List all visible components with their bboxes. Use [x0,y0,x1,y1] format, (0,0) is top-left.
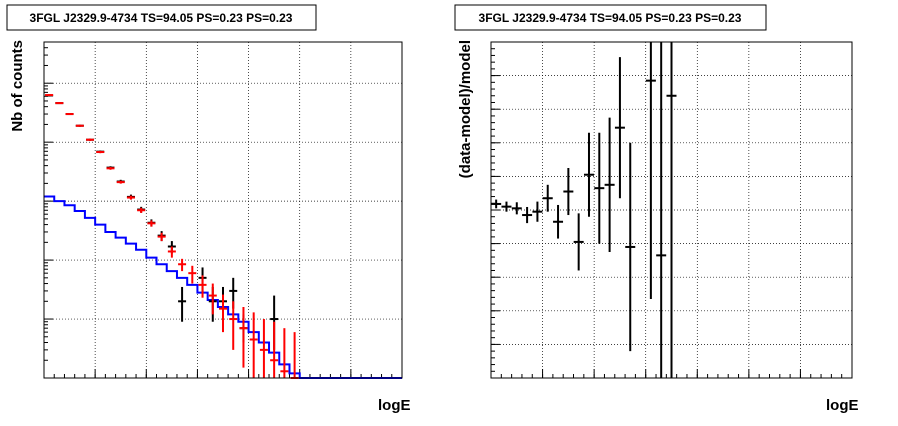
left-title-box [6,4,317,31]
left-x-axis-label: logE [378,397,411,414]
right-y-axis-label: (data-model)/model [457,40,474,178]
right-title: 3FGL J2329.9-4734 TS=94.05 PS=0.23 PS=0.… [479,11,742,25]
right-x-axis-label: logE [826,397,859,414]
right-plot-marks [491,42,677,378]
left-panel: 3FGL J2329.9-4734 TS=94.05 PS=0.23 PS=0.… [6,4,411,414]
left-plot-frame [43,41,403,379]
left-title: 3FGL J2329.9-4734 TS=94.05 PS=0.23 PS=0.… [30,11,293,25]
right-plot-frame [490,41,853,379]
left-plot-marks [44,94,402,379]
left-y-axis-label: Nb of counts [9,40,26,132]
right-title-box [454,4,767,31]
right-panel: 3FGL J2329.9-4734 TS=94.05 PS=0.23 PS=0.… [454,4,859,414]
